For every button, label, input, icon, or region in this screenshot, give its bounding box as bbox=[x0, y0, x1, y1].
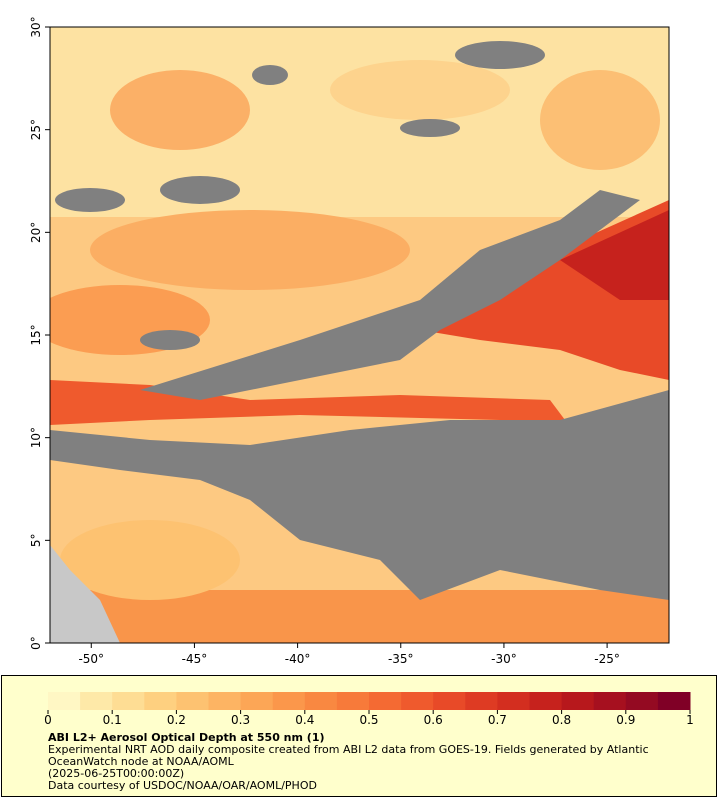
aod-field bbox=[50, 27, 669, 643]
colorbar-bin bbox=[336, 692, 370, 710]
date: (2025-06-25T00:00:00Z) bbox=[48, 767, 185, 780]
y-tick-label: 30° bbox=[29, 16, 43, 37]
colorbar-tick-label: 0 bbox=[44, 713, 52, 727]
colorbar-bin bbox=[529, 692, 563, 710]
colorbar-bin bbox=[112, 692, 145, 710]
colorbar-bin bbox=[48, 692, 81, 710]
y-tick-label: 0° bbox=[29, 636, 43, 650]
colorbar-tick-label: 0.2 bbox=[167, 713, 186, 727]
colorbar-bin bbox=[80, 692, 113, 710]
colorbar-bin bbox=[465, 692, 498, 710]
colorbar-bin bbox=[657, 692, 691, 710]
colorbar-tick-label: 0.3 bbox=[231, 713, 250, 727]
x-tick-label: -45° bbox=[182, 652, 208, 666]
colorbar-bin bbox=[401, 692, 434, 710]
x-tick-label: -25° bbox=[594, 652, 620, 666]
colorbar-tick-label: 1 bbox=[686, 713, 694, 727]
colorbar-bin bbox=[561, 692, 595, 710]
x-tick-label: -40° bbox=[285, 652, 311, 666]
y-tick-label: 15° bbox=[29, 324, 43, 345]
colorbar-tick-label: 0.8 bbox=[552, 713, 571, 727]
colorbar-bin bbox=[272, 692, 306, 710]
y-tick-label: 20° bbox=[29, 222, 43, 243]
colorbar-bin bbox=[304, 692, 338, 710]
legend: 0 0.1 0.2 0.3 0.4 0.5 0.6 0.7 0.8 0.9 1 ABI L2+ Ae… bbox=[1, 675, 717, 797]
y-tick-label: 10° bbox=[29, 427, 43, 448]
colorbar-bin bbox=[593, 692, 627, 710]
colorbar-tick-label: 0.5 bbox=[359, 713, 378, 727]
colorbar-tick-label: 0.6 bbox=[424, 713, 443, 727]
x-tick-label: -35° bbox=[388, 652, 414, 666]
colorbar-tick-label: 0.9 bbox=[616, 713, 635, 727]
colorbar-bin bbox=[625, 692, 659, 710]
colorbar-bin bbox=[176, 692, 209, 710]
credit: Data courtesy of USDOC/NOAA/OAR/AOML/PHO… bbox=[48, 779, 317, 792]
colorbar-bin bbox=[240, 692, 274, 710]
colorbar-bin bbox=[433, 692, 466, 710]
notes: ABI L2+ Aerosol Optical Depth at 550 nm … bbox=[48, 732, 688, 792]
colorbar-bin bbox=[144, 692, 177, 710]
colorbar: 0 0.1 0.2 0.3 0.4 0.5 0.6 0.7 0.8 0.9 1 bbox=[44, 692, 694, 727]
map: -50° -45° -40° -35° -30° -25° 0° 5° 10° 15° 20° 25°… bbox=[29, 16, 670, 666]
y-tick-label: 5° bbox=[29, 534, 43, 548]
title: ABI L2+ Aerosol Optical Depth at 550 nm … bbox=[48, 731, 325, 744]
colorbar-bin bbox=[208, 692, 242, 710]
colorbar-tick-label: 0.1 bbox=[103, 713, 122, 727]
colorbar-tick-label: 0.7 bbox=[488, 713, 507, 727]
y-tick-label: 25° bbox=[29, 119, 43, 140]
colorbar-bin bbox=[497, 692, 530, 710]
x-tick-label: -50° bbox=[78, 652, 104, 666]
description: Experimental NRT AOD daily composite cre… bbox=[48, 743, 649, 768]
x-tick-label: -30° bbox=[491, 652, 517, 666]
colorbar-tick-label: 0.4 bbox=[295, 713, 314, 727]
colorbar-bin bbox=[369, 692, 402, 710]
